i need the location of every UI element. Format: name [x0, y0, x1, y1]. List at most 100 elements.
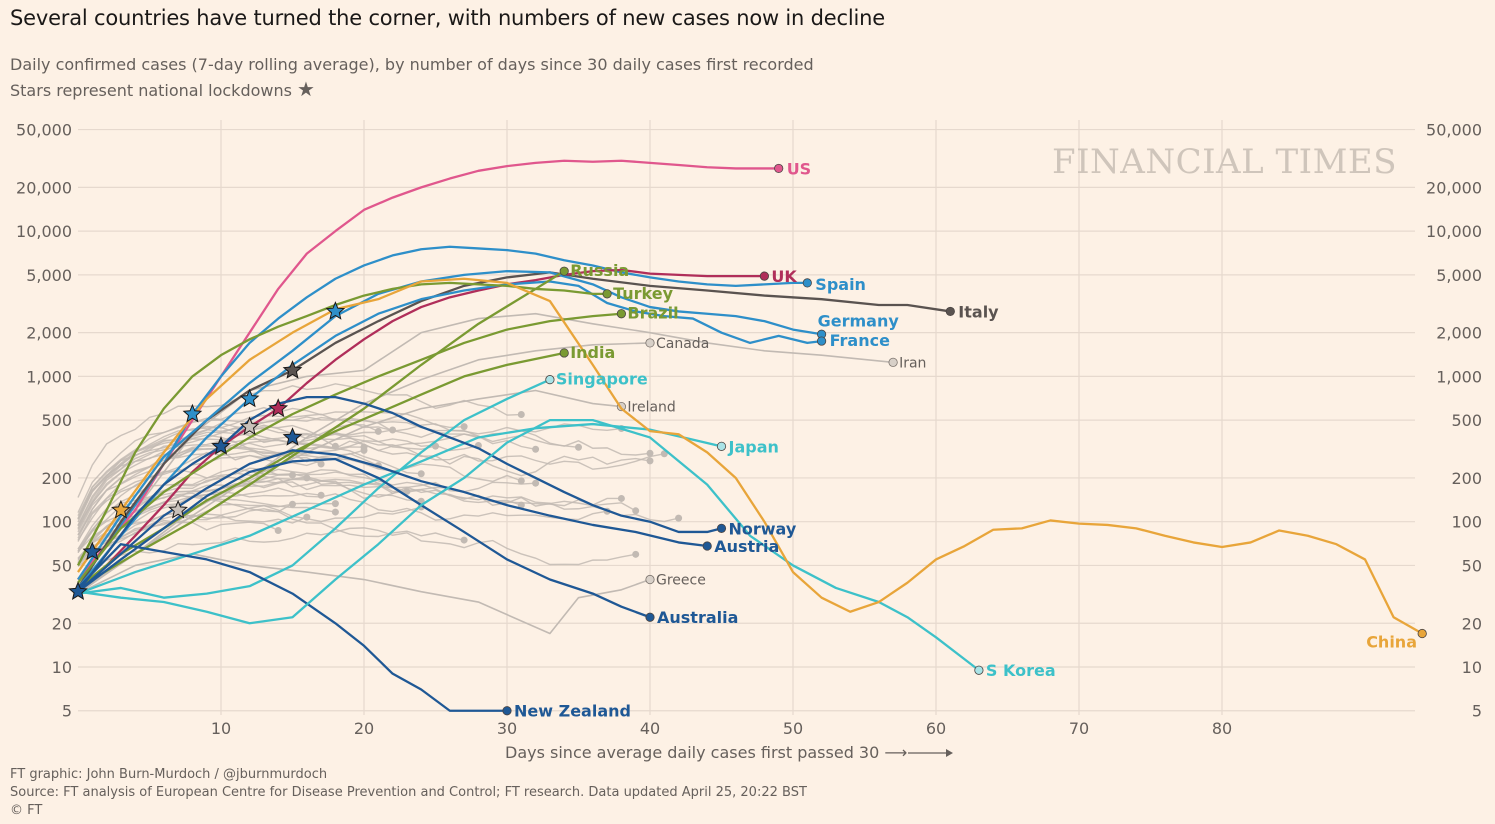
series-end-dot-brazil: [616, 309, 627, 319]
series-end-dot-us: [774, 163, 784, 174]
background-country-end-dot: [360, 446, 368, 454]
series-label-ireland: Ireland: [627, 400, 675, 416]
x-tick-label: 60: [926, 719, 946, 738]
lockdown-star-germany: [325, 301, 346, 320]
series-line-france: [77, 280, 822, 589]
background-country-line: [77, 424, 479, 526]
lockdown-star-spain: [182, 403, 203, 423]
y-tick-label-right: 50: [1462, 556, 1482, 575]
y-tick-label-right: 10,000: [1426, 222, 1482, 241]
y-axis-left: 50,000 20,000 10,000 5,000 2,000 1,000 500 200 1…: [16, 121, 72, 721]
lockdown-star: [82, 541, 103, 561]
footer-copyright: © FT: [10, 803, 43, 818]
series-label-s-korea: S Korea: [986, 661, 1056, 680]
lockdown-stars: [68, 301, 346, 600]
background-country-end-dot: [646, 449, 654, 457]
lockdown-star-italy: [282, 360, 303, 379]
y-tick-label-right: 200: [1451, 469, 1482, 488]
series-line-australia: [77, 457, 651, 619]
y-tick-label-right: 20,000: [1426, 178, 1482, 197]
chart-subtitle: Daily confirmed cases (7-day rolling ave…: [10, 52, 814, 103]
series-end-dot-singapore: [545, 375, 555, 385]
series-end-dot-russia: [559, 266, 569, 276]
series-label-canada: Canada: [656, 336, 709, 352]
lockdown-star-austria: [282, 427, 303, 446]
x-tick-label: 30: [497, 719, 517, 738]
y-tick-label-left: 10,000: [16, 222, 72, 241]
grid: [78, 120, 1415, 715]
subtitle-line-2: Stars represent national lockdowns ★: [10, 77, 814, 103]
subtitle-line-2-text: Stars represent national lockdowns: [10, 81, 292, 100]
series-end-dot-iran: [888, 357, 898, 367]
y-tick-label-left: 500: [41, 411, 72, 430]
series-end-dot-canada: [645, 338, 655, 348]
background-country-line: [77, 503, 422, 568]
series-label-norway: Norway: [729, 519, 797, 538]
x-axis-arrow-head: [946, 749, 953, 757]
series-label-spain: Spain: [815, 275, 866, 294]
series-line-spain: [77, 245, 808, 589]
y-tick-label-left: 20: [52, 614, 72, 633]
series-end-dot-india: [559, 348, 569, 358]
series-label-australia: Australia: [657, 608, 738, 627]
background-country-line: [77, 416, 622, 520]
lockdown-star-iran: [239, 416, 260, 436]
series-line-turkey: [76, 281, 608, 566]
background-country-line: [77, 406, 465, 513]
series-line-japan: [77, 422, 722, 595]
background-country-end-dot: [289, 500, 296, 508]
background-country-line: [77, 413, 579, 520]
y-tick-label-left: 100: [41, 513, 72, 532]
footer-source: Source: FT analysis of European Centre f…: [10, 785, 807, 800]
series-line-norway: [77, 395, 722, 593]
background-country-end-dot: [460, 536, 468, 544]
x-axis: 10 20 30 40 50 60 70 80: [211, 719, 1232, 757]
background-country-end-dot: [632, 507, 640, 515]
series-line-ireland: [77, 389, 622, 595]
y-tick-label-left: 20,000: [16, 178, 72, 197]
series-label-us: US: [787, 159, 812, 178]
background-country-end-dot: [532, 479, 540, 487]
series-label-india: India: [570, 343, 615, 362]
series-label-germany: Germany: [818, 311, 900, 330]
y-tick-label-right: 1,000: [1436, 367, 1482, 386]
series-label-china: China: [1366, 633, 1417, 652]
series-line-s-korea: [77, 418, 980, 672]
y-tick-label-left: 2,000: [26, 324, 72, 343]
series-label-france: France: [830, 331, 890, 350]
series-labels: Canada Iran Ireland Greece US Spain Italy UK Ger…: [514, 159, 1417, 720]
y-tick-label-right: 10: [1462, 658, 1482, 677]
series-line-china: [77, 277, 1423, 635]
background-country-end-dot: [646, 457, 654, 465]
y-tick-label-right: 500: [1451, 411, 1482, 430]
background-country-end-dot: [617, 494, 625, 502]
background-country-line: [77, 432, 436, 529]
series-line-russia: [77, 270, 565, 589]
x-tick-label: 40: [640, 719, 660, 738]
y-tick-label-right: 100: [1451, 513, 1482, 532]
series-line-new-zealand: [77, 543, 507, 712]
y-tick-label-right: 50,000: [1426, 121, 1482, 140]
lockdown-star-uk: [268, 398, 289, 417]
series-end-dot-china: [1417, 628, 1427, 639]
series-label-austria: Austria: [714, 537, 779, 556]
series-line-austria: [77, 449, 708, 593]
background-country-end-dot: [331, 442, 339, 450]
y-tick-label-left: 1,000: [26, 367, 72, 386]
series-end-dot-new-zealand: [502, 706, 512, 716]
x-axis-label: Days since average daily cases first pas…: [505, 743, 907, 762]
series-end-dot-spain: [802, 278, 812, 288]
series-label-greece: Greece: [656, 573, 706, 589]
y-tick-label-right: 5: [1472, 702, 1482, 721]
x-tick-label: 70: [1069, 719, 1089, 738]
y-tick-label-left: 5: [62, 702, 72, 721]
x-tick-label: 80: [1212, 719, 1232, 738]
background-country-end-dot: [331, 508, 339, 516]
lockdown-star-ireland: [168, 499, 188, 519]
series-end-dot-uk: [759, 271, 770, 281]
series-end-dot-norway: [716, 523, 727, 533]
y-axis-right: 50,000 20,000 10,000 5,000 2,000 1,000 500 200 1…: [1426, 121, 1482, 721]
series-end-dot-france: [816, 336, 827, 346]
y-tick-label-left: 200: [41, 469, 72, 488]
footer-credit: FT graphic: John Burn-Murdoch / @jburnmu…: [10, 767, 328, 782]
